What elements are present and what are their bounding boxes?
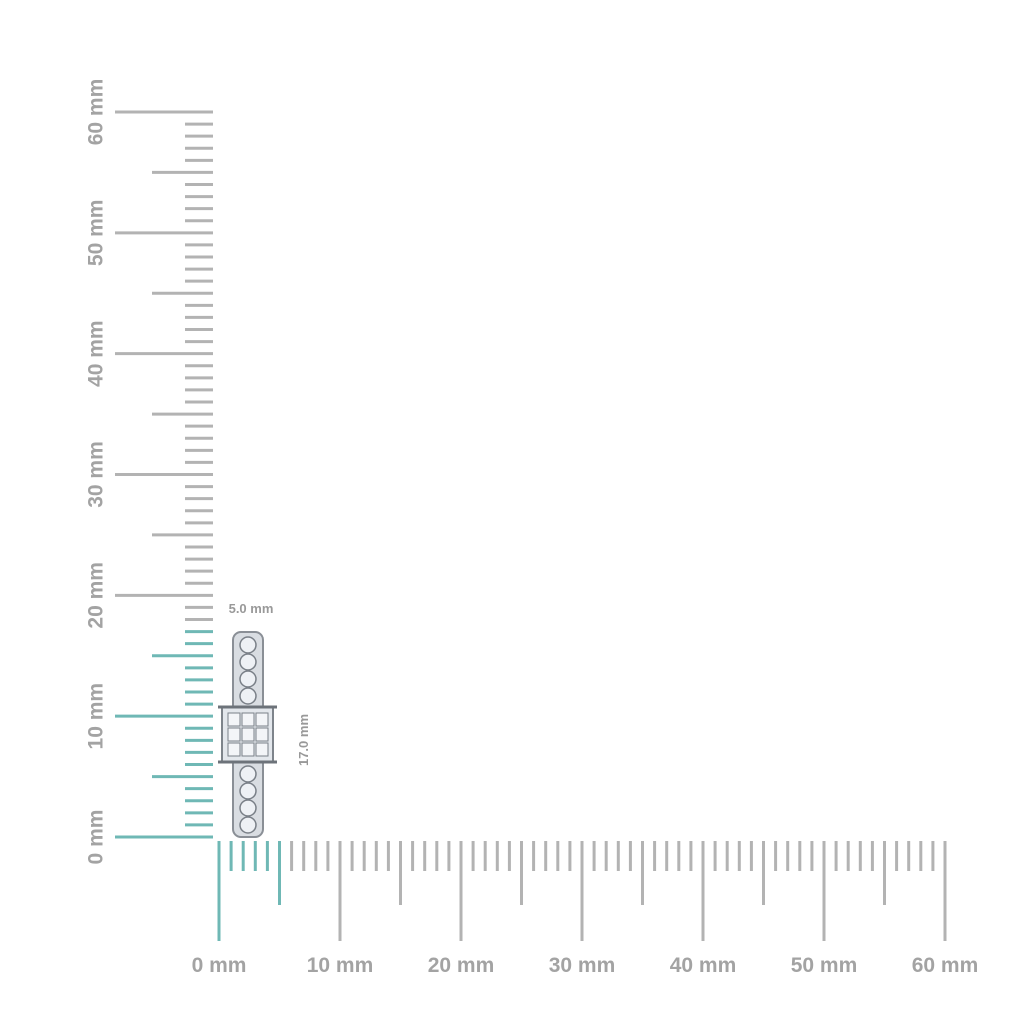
stone [227,742,241,757]
stone [239,653,257,671]
h-ruler-label: 60 mm [912,954,979,977]
h-ruler-label: 50 mm [791,954,858,977]
width-label: 5.0 mm [229,601,274,616]
stone [239,636,257,654]
stone [239,670,257,688]
v-ruler-label: 0 mm [85,810,108,865]
h-ruler-label: 40 mm [670,954,737,977]
stone [239,687,257,705]
v-ruler-label: 30 mm [85,441,108,508]
stone [239,799,257,817]
h-ruler-label: 30 mm [549,954,616,977]
stone [241,712,255,727]
stone [255,727,269,742]
stone [239,782,257,800]
ruler-ticks [115,110,947,941]
h-ruler-label: 20 mm [428,954,495,977]
stone [241,742,255,757]
stone [227,727,241,742]
h-ruler-label: 10 mm [307,954,374,977]
stone [239,816,257,834]
stone [241,727,255,742]
stone [255,742,269,757]
v-ruler-label: 50 mm [85,200,108,267]
v-ruler-label: 40 mm [85,320,108,387]
v-ruler-label: 60 mm [85,79,108,146]
stone [255,712,269,727]
stone [227,712,241,727]
jewelry-item [218,631,277,838]
v-ruler-label: 10 mm [85,683,108,750]
stone [239,765,257,783]
h-ruler-label: 0 mm [192,954,247,977]
height-label: 17.0 mm [296,714,311,766]
v-ruler-label: 20 mm [85,562,108,629]
